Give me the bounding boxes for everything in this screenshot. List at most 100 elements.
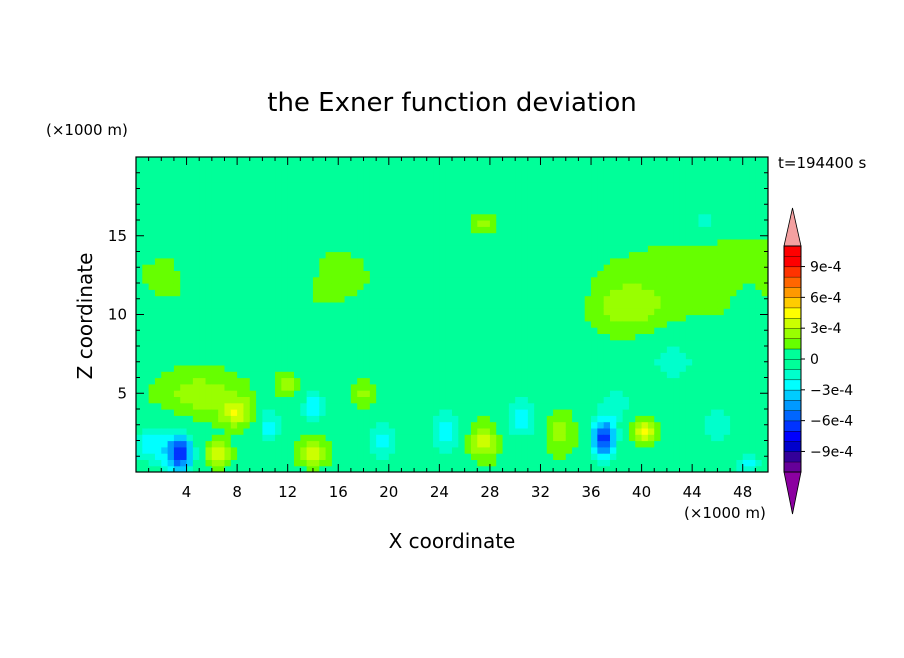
heatmap-cell (521, 289, 529, 297)
heatmap-cell (439, 390, 447, 397)
heatmap-cell (376, 446, 384, 454)
heatmap-cell (262, 157, 270, 164)
heatmap-cell (711, 201, 719, 208)
heatmap-cell (426, 377, 434, 385)
heatmap-cell (420, 440, 428, 448)
heatmap-cell (610, 459, 617, 467)
heatmap-cell (603, 459, 611, 467)
heatmap-cell (433, 301, 440, 309)
heatmap-cell (382, 276, 390, 284)
heatmap-cell (325, 175, 333, 183)
heatmap-cell (496, 283, 504, 290)
heatmap-cell (458, 295, 466, 303)
heatmap-cell (420, 459, 428, 467)
heatmap-cell (161, 220, 169, 227)
heatmap-cell (730, 314, 737, 322)
heatmap-cell (319, 295, 327, 303)
heatmap-cell (420, 245, 428, 253)
heatmap-cell (704, 163, 712, 171)
heatmap-cell (426, 157, 434, 164)
heatmap-cell (312, 465, 320, 472)
heatmap-cell (654, 364, 662, 372)
heatmap-cell (306, 194, 314, 202)
heatmap-cell (704, 434, 712, 442)
heatmap-cell (173, 182, 181, 190)
heatmap-cell (489, 226, 497, 234)
heatmap-cell (199, 402, 207, 410)
heatmap-cell (635, 434, 643, 442)
heatmap-cell (382, 213, 390, 221)
heatmap-cell (357, 421, 365, 429)
heatmap-cell (224, 175, 232, 183)
heatmap-cell (660, 213, 668, 221)
heatmap-cell (496, 409, 504, 416)
heatmap-cell (685, 283, 693, 290)
heatmap-cell (281, 409, 289, 416)
heatmap-cell (464, 175, 472, 183)
heatmap-cell (439, 440, 447, 448)
heatmap-cell (565, 383, 573, 391)
heatmap-cell (584, 283, 592, 290)
heatmap-cell (736, 453, 744, 460)
heatmap-cell (369, 207, 377, 215)
heatmap-cell (546, 226, 554, 234)
heatmap-cell (515, 201, 523, 208)
heatmap-cell (173, 276, 181, 284)
heatmap-cell (414, 264, 421, 271)
heatmap-cell (628, 238, 636, 246)
heatmap-cell (647, 169, 655, 177)
heatmap-cell (692, 377, 700, 385)
heatmap-cell (502, 283, 510, 290)
heatmap-cell (281, 320, 289, 328)
heatmap-cell (584, 245, 592, 253)
heatmap-cell (470, 194, 478, 202)
heatmap-cell (287, 188, 295, 196)
heatmap-cell (698, 352, 706, 360)
heatmap-cell (749, 314, 756, 322)
heatmap-cell (616, 157, 624, 164)
heatmap-cell (445, 402, 453, 410)
heatmap-cell (641, 364, 649, 372)
heatmap-cell (281, 434, 289, 442)
heatmap-cell (660, 295, 668, 303)
heatmap-cell (350, 213, 358, 221)
heatmap-cell (717, 289, 725, 297)
heatmap-cell (369, 390, 377, 397)
heatmap-cell (338, 194, 346, 202)
heatmap-cell (723, 377, 731, 385)
heatmap-cell (344, 201, 352, 208)
heatmap-cell (527, 283, 535, 290)
heatmap-cell (249, 295, 257, 303)
heatmap-cell (395, 232, 403, 240)
heatmap-cell (635, 188, 643, 196)
heatmap-cell (199, 289, 207, 297)
heatmap-cell (319, 320, 327, 328)
heatmap-cell (218, 364, 226, 372)
heatmap-cell (515, 213, 523, 221)
heatmap-cell (489, 264, 497, 271)
heatmap-cell (711, 163, 719, 171)
heatmap-cell (622, 333, 630, 341)
heatmap-cell (312, 421, 320, 429)
heatmap-cell (692, 371, 700, 379)
heatmap-cell (730, 459, 737, 467)
heatmap-cell (496, 301, 504, 309)
heatmap-cell (275, 402, 282, 410)
heatmap-cell (673, 301, 681, 309)
heatmap-cell (350, 238, 358, 246)
heatmap-cell (256, 453, 263, 460)
heatmap-cell (578, 364, 586, 372)
heatmap-cell (294, 396, 301, 404)
heatmap-cell (654, 169, 662, 177)
heatmap-cell (534, 245, 542, 253)
heatmap-cell (167, 295, 175, 303)
heatmap-cell (730, 358, 737, 366)
heatmap-cell (654, 465, 662, 472)
heatmap-cell (666, 434, 674, 442)
heatmap-cell (717, 421, 725, 429)
heatmap-cell (325, 295, 333, 303)
heatmap-cell (420, 390, 428, 397)
heatmap-cell (603, 377, 611, 385)
heatmap-cell (502, 175, 510, 183)
heatmap-cell (300, 446, 308, 454)
